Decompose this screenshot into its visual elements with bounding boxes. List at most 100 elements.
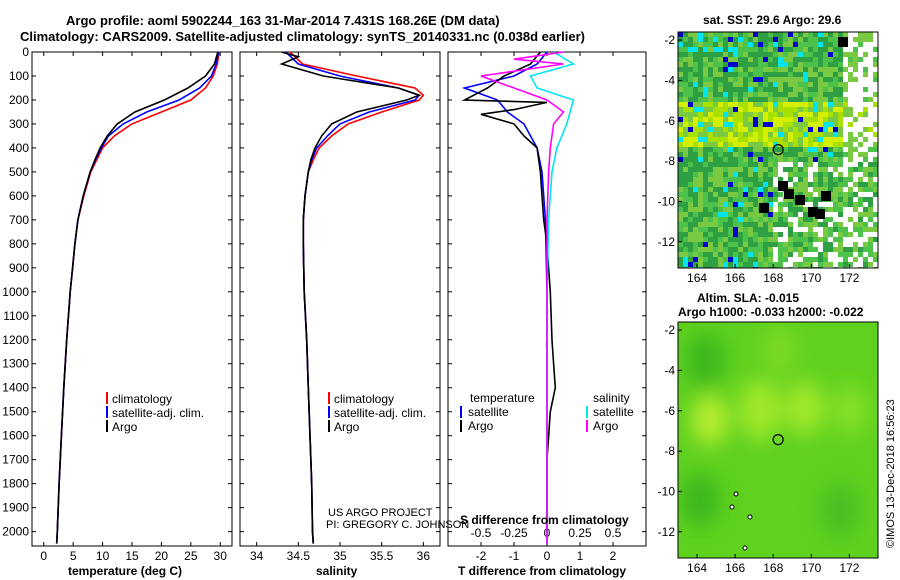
legend-title-temperature: temperature — [470, 391, 535, 405]
sst-cell — [688, 187, 693, 192]
sst-cell — [783, 217, 788, 222]
sst-cell — [813, 247, 818, 252]
sst-cell — [758, 232, 763, 237]
sst-cell — [708, 37, 713, 42]
sst-cell — [803, 87, 808, 92]
sst-cell — [778, 132, 783, 137]
sst-cell — [768, 42, 773, 47]
sst-cell — [763, 187, 768, 192]
sst-cell — [728, 122, 733, 127]
sst-cell — [833, 62, 838, 67]
sst-cell — [838, 152, 843, 157]
legend-swatch-satellite — [328, 406, 330, 418]
sst-cell — [708, 57, 713, 62]
sst-cell — [803, 197, 808, 202]
sst-cell — [763, 57, 768, 62]
sst-cell — [763, 152, 768, 157]
sst-cell — [863, 112, 868, 117]
sst-cell — [868, 67, 873, 72]
sst-cell — [788, 62, 793, 67]
sst-cell — [858, 247, 863, 252]
sst-cell — [813, 107, 818, 112]
sst-cell — [848, 102, 853, 107]
sst-cell — [823, 182, 828, 187]
sst-cell — [773, 92, 778, 97]
sst-cell — [843, 162, 848, 167]
sst-cell — [753, 232, 758, 237]
sst-cell — [678, 72, 683, 77]
sst-cell — [723, 142, 728, 147]
sst-cell — [718, 117, 723, 122]
sst-cell — [728, 137, 733, 142]
missing-data-marker — [838, 37, 848, 47]
sst-cell — [843, 232, 848, 237]
sst-cell — [758, 67, 763, 72]
sst-cell — [808, 262, 813, 267]
sst-cell — [863, 252, 868, 257]
sst-cell — [808, 97, 813, 102]
sst-cell — [708, 177, 713, 182]
sst-cell — [783, 207, 788, 212]
sst-cell — [843, 57, 848, 62]
sst-cell — [708, 247, 713, 252]
sst-cell — [753, 107, 758, 112]
sst-cell — [748, 42, 753, 47]
sst-cell — [698, 237, 703, 242]
sst-cell — [868, 127, 873, 132]
sst-cell — [728, 242, 733, 247]
sst-cell — [868, 62, 873, 67]
y-tick-label: 900 — [9, 261, 29, 275]
sst-cell — [703, 187, 708, 192]
sst-cell — [873, 167, 878, 172]
sst-cell — [753, 112, 758, 117]
sst-cell — [758, 182, 763, 187]
sst-cell — [778, 242, 783, 247]
sst-cell — [853, 62, 858, 67]
x-tick-label: -2 — [476, 549, 487, 563]
sst-cell — [733, 257, 738, 262]
sst-cell — [713, 237, 718, 242]
sst-cell — [763, 47, 768, 52]
sst-cell — [843, 202, 848, 207]
sst-cell — [823, 107, 828, 112]
x-tick-label: 1 — [577, 549, 584, 563]
sst-cell — [758, 37, 763, 42]
sst-cell — [808, 182, 813, 187]
sst-cell — [728, 87, 733, 92]
sst-cell — [748, 37, 753, 42]
sst-cell — [743, 222, 748, 227]
sst-cell — [803, 152, 808, 157]
sst-cell — [678, 257, 683, 262]
sst-cell — [793, 232, 798, 237]
sst-cell — [713, 72, 718, 77]
sst-cell — [748, 82, 753, 87]
sst-cell — [688, 162, 693, 167]
sst-cell — [723, 182, 728, 187]
sst-cell — [863, 77, 868, 82]
sst-cell — [713, 37, 718, 42]
sst-cell — [823, 127, 828, 132]
sst-cell — [768, 192, 773, 197]
sst-cell — [828, 182, 833, 187]
sst-cell — [738, 142, 743, 147]
sst-cell — [853, 202, 858, 207]
sst-cell — [863, 122, 868, 127]
sst-cell — [723, 247, 728, 252]
sst-cell — [693, 237, 698, 242]
sst-cell — [743, 177, 748, 182]
sst-cell — [813, 257, 818, 262]
sst-cell — [733, 37, 738, 42]
sst-cell — [733, 152, 738, 157]
sst-cell — [713, 162, 718, 167]
sst-cell — [728, 107, 733, 112]
sst-cell — [718, 187, 723, 192]
sst-cell — [758, 77, 763, 82]
sst-cell — [678, 42, 683, 47]
sst-cell — [808, 42, 813, 47]
sst-cell — [758, 192, 763, 197]
sst-cell — [863, 32, 868, 37]
sst-cell — [698, 57, 703, 62]
sst-cell — [793, 92, 798, 97]
sst-cell — [763, 212, 768, 217]
sst-cell — [798, 52, 803, 57]
